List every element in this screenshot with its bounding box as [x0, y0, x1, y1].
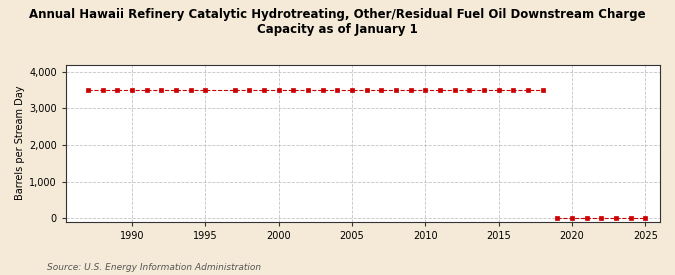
Text: Annual Hawaii Refinery Catalytic Hydrotreating, Other/Residual Fuel Oil Downstre: Annual Hawaii Refinery Catalytic Hydrotr…: [29, 8, 646, 36]
Text: Source: U.S. Energy Information Administration: Source: U.S. Energy Information Administ…: [47, 263, 261, 272]
Y-axis label: Barrels per Stream Day: Barrels per Stream Day: [15, 86, 25, 200]
